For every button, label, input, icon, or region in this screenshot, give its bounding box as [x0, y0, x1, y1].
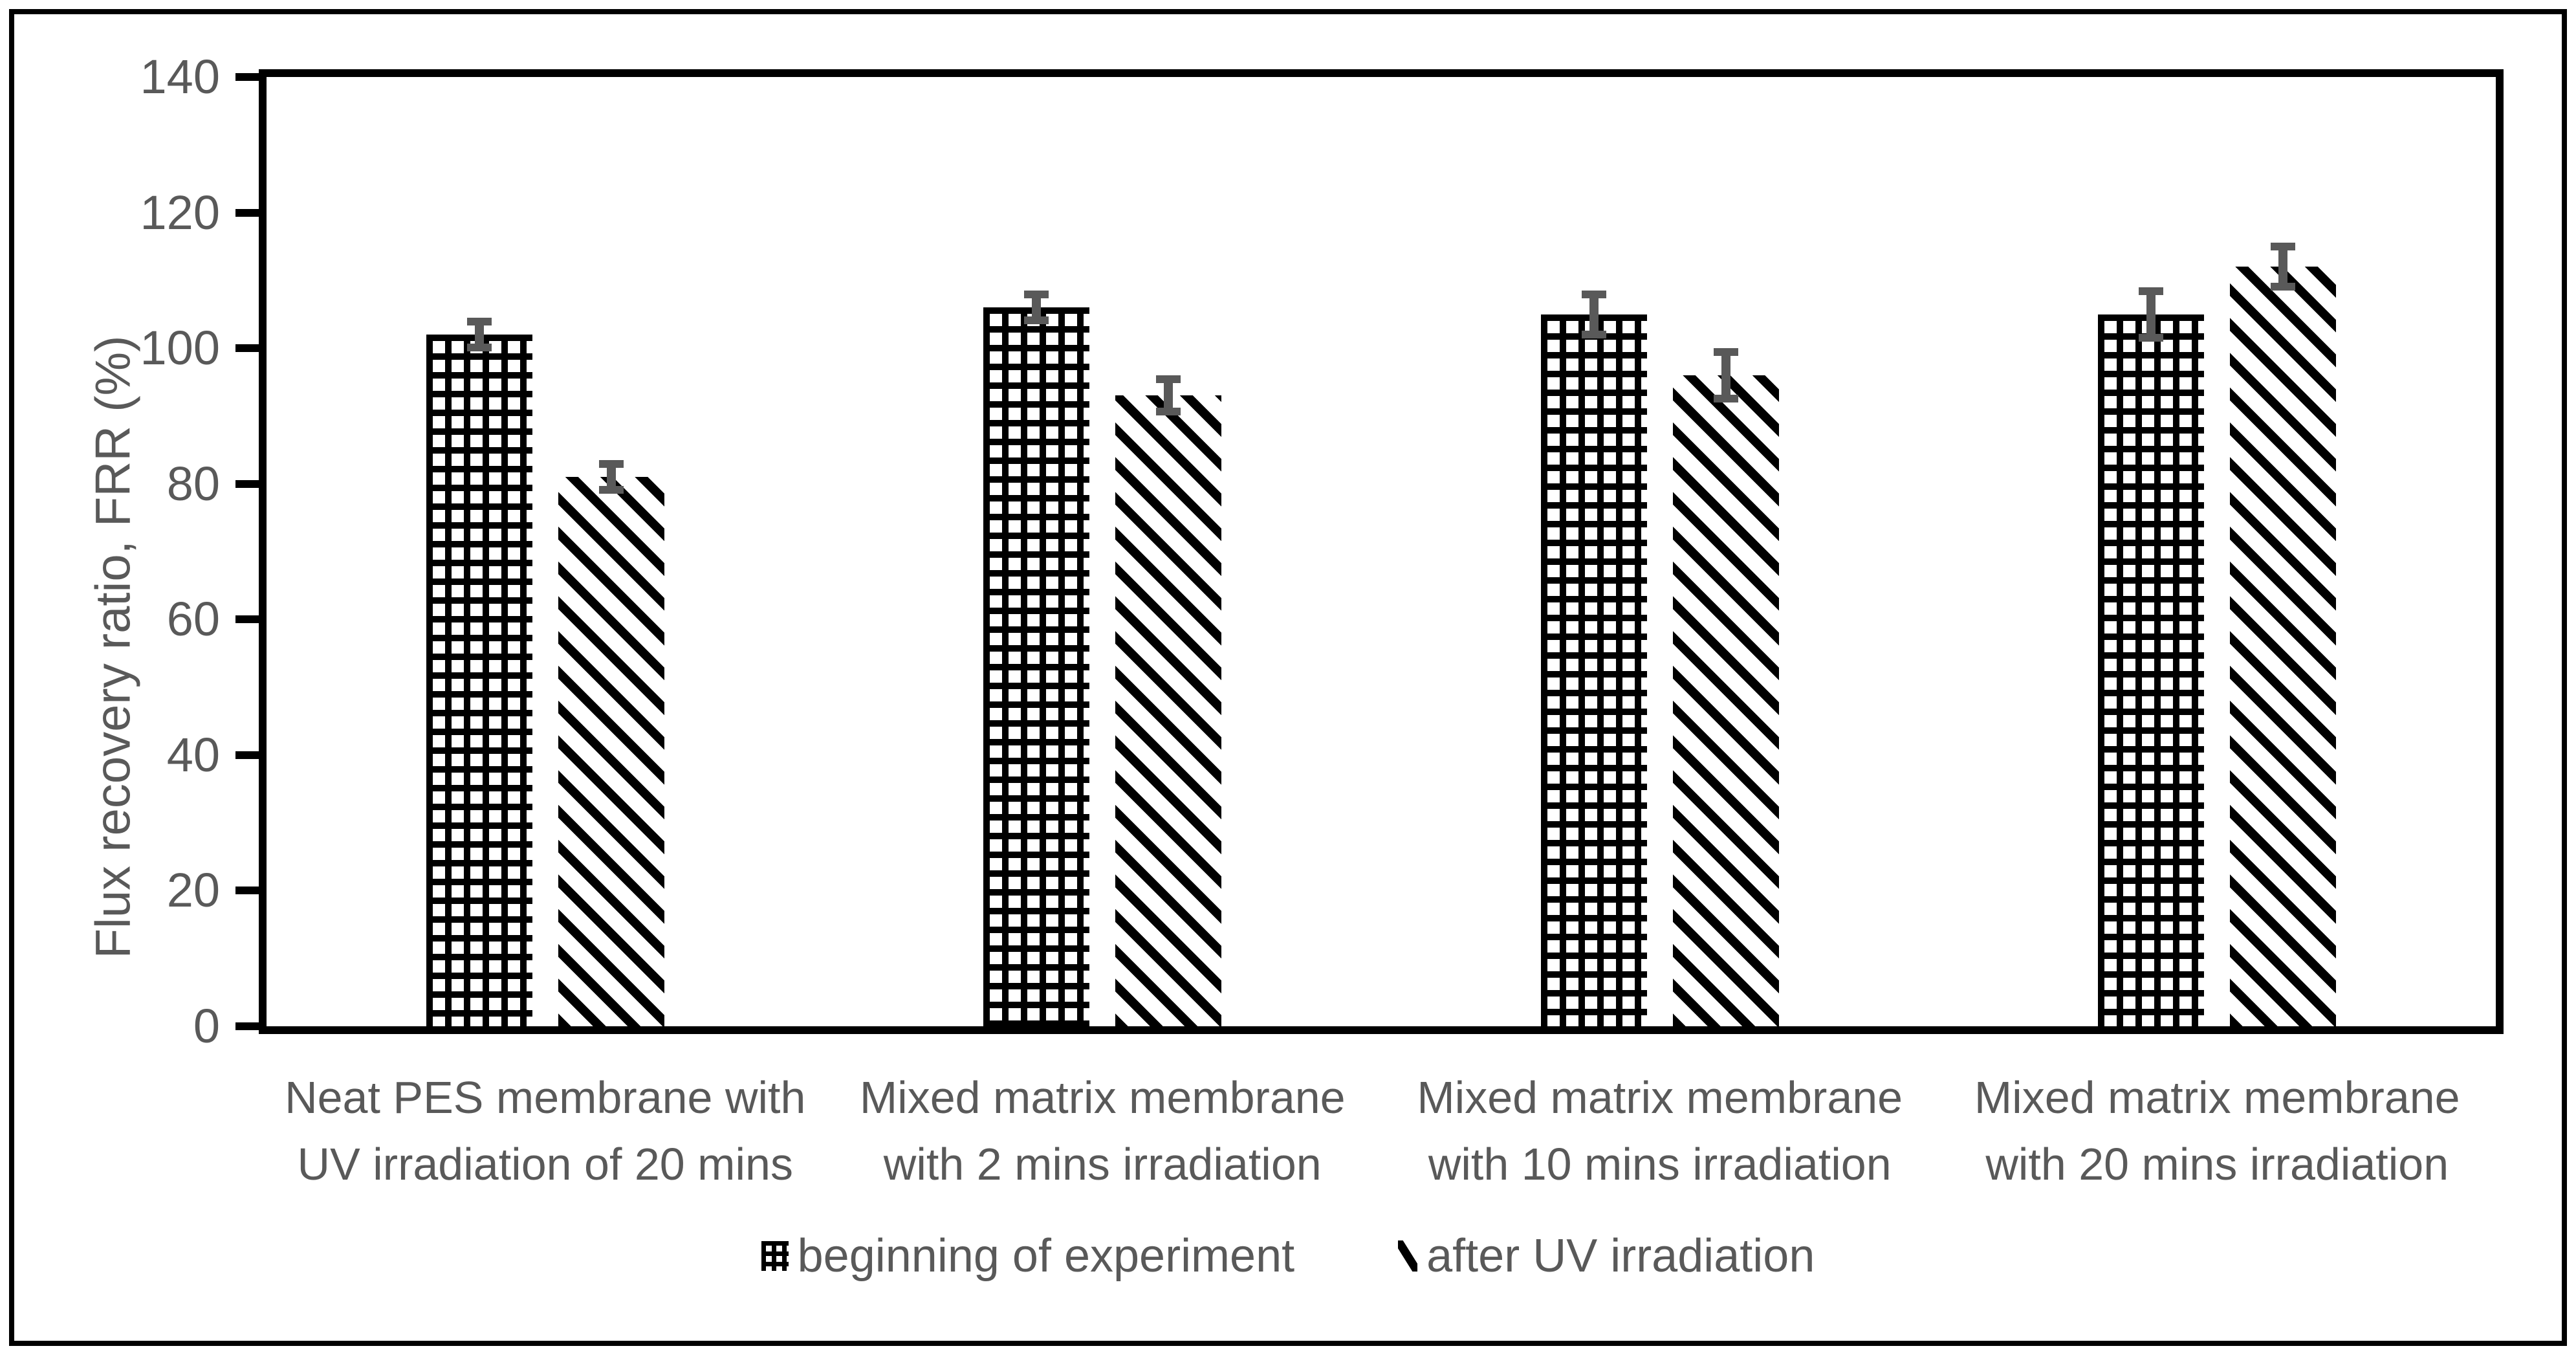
error-bar-cap [1024, 316, 1049, 325]
error-bar-stem [1721, 352, 1730, 399]
error-bar-cap [1713, 394, 1738, 402]
y-axis-tick-label: 120 [140, 185, 220, 239]
error-bar [598, 459, 624, 494]
bar-beginning-cat3 [1540, 314, 1647, 1026]
bar-beginning-cat4 [2098, 314, 2205, 1026]
error-bar [1156, 375, 1181, 416]
y-axis-tick-label: 80 [166, 456, 220, 511]
error-bar-cap [1156, 408, 1181, 416]
error-bar-stem [1589, 294, 1599, 335]
error-bar-stem [2278, 247, 2288, 287]
x-axis-category-label: Mixed matrix membrane with 10 mins irradi… [1369, 1064, 1951, 1198]
y-axis-tick-label: 60 [166, 592, 220, 646]
y-axis-tick [235, 1022, 259, 1030]
legend-item-after-uv: after UV irradiation [1398, 1229, 1815, 1283]
y-axis-tick [235, 73, 259, 81]
y-axis-tick [235, 751, 259, 759]
y-axis-tick-label: 40 [166, 727, 220, 782]
x-axis-category-label: Neat PES membrane with UV irradiation of … [254, 1064, 836, 1198]
y-axis-tick [235, 344, 259, 353]
category-label-line: Mixed matrix membrane [859, 1072, 1346, 1123]
error-bar-stem [2146, 291, 2156, 338]
error-bar [1713, 348, 1738, 402]
error-bar [466, 317, 492, 352]
bar-beginning-cat2 [983, 307, 1090, 1026]
error-bar-stem [1032, 294, 1042, 321]
category-label-line: with 2 mins irradiation [883, 1139, 1322, 1189]
y-axis-tick-label: 0 [193, 999, 220, 1053]
grid-pattern-swatch-icon [761, 1241, 789, 1271]
x-axis-category-label: Mixed matrix membrane with 20 mins irradi… [1926, 1064, 2508, 1198]
bar-after-uv-cat3 [1672, 375, 1779, 1026]
error-bar-cap [466, 344, 492, 352]
y-axis-tick [235, 887, 259, 895]
category-label-line: UV irradiation of 20 mins [297, 1139, 793, 1189]
legend-label: after UV irradiation [1426, 1230, 1815, 1282]
bar-after-uv-cat1 [558, 477, 664, 1026]
category-label-line: Mixed matrix membrane [1974, 1072, 2460, 1123]
chart-outer-frame [9, 9, 2567, 1346]
y-axis-tick-label: 140 [140, 50, 220, 104]
error-bar-cap [1581, 330, 1606, 338]
diagonal-pattern-swatch-icon [1398, 1240, 1417, 1272]
error-bar [1581, 291, 1606, 338]
bar-after-uv-cat2 [1115, 395, 1222, 1026]
y-axis-tick [235, 208, 259, 217]
error-bar [2271, 243, 2296, 291]
bar-beginning-cat1 [426, 335, 532, 1026]
error-bar-stem [1164, 379, 1173, 412]
legend-item-beginning: beginning of experiment [761, 1229, 1295, 1283]
category-label-line: with 10 mins irradiation [1428, 1139, 1892, 1189]
category-label-line: Mixed matrix membrane [1417, 1072, 1903, 1123]
x-axis-category-label: Mixed matrix membrane with 2 mins irradia… [811, 1064, 1393, 1198]
bar-after-uv-cat4 [2230, 267, 2337, 1026]
category-label-line: Neat PES membrane with [285, 1072, 806, 1123]
error-bar [2139, 287, 2164, 342]
error-bar-cap [2271, 282, 2296, 291]
y-axis-tick-label: 100 [140, 321, 220, 375]
y-axis-tick-label: 20 [166, 863, 220, 918]
y-axis-tick [235, 615, 259, 624]
error-bar-stem [474, 321, 484, 348]
error-bar-stem [606, 463, 616, 490]
error-bar [1024, 290, 1049, 325]
chart-legend: beginning of experiment after UV irradia… [0, 1229, 2576, 1283]
error-bar-cap [598, 486, 624, 494]
legend-label: beginning of experiment [797, 1230, 1295, 1282]
error-bar-cap [2139, 333, 2164, 342]
y-axis-tick [235, 479, 259, 488]
category-label-line: with 20 mins irradiation [1985, 1139, 2449, 1189]
